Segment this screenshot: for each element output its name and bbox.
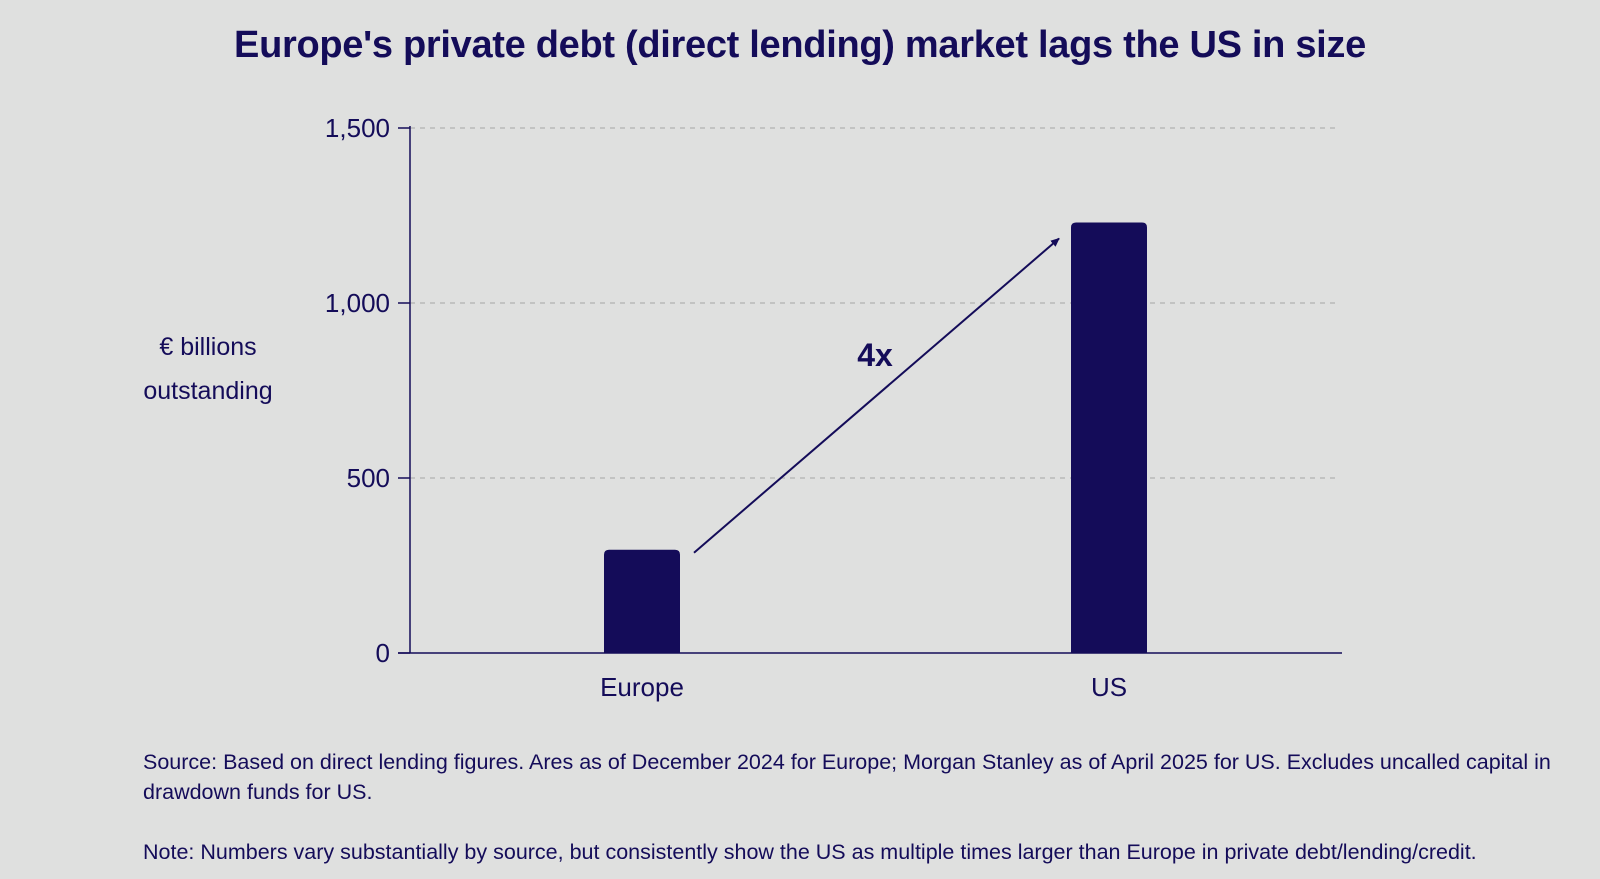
bar-europe bbox=[604, 549, 680, 653]
chart-title: Europe's private debt (direct lending) m… bbox=[234, 24, 1366, 66]
note-text: Note: Numbers vary substantially by sour… bbox=[143, 840, 1477, 864]
bars bbox=[604, 222, 1147, 653]
y-tick-label: 1,000 bbox=[325, 288, 390, 318]
growth-annotation: 4x bbox=[693, 237, 1060, 554]
axes bbox=[398, 126, 1342, 654]
y-axis-label-line1: € billions bbox=[159, 333, 257, 361]
x-tick-label: Europe bbox=[600, 672, 684, 702]
y-tick-label: 0 bbox=[376, 638, 390, 668]
tick-labels: 0 500 1,000 1,500 Europe US bbox=[325, 113, 1127, 702]
y-tick-label: 500 bbox=[347, 463, 390, 493]
growth-arrow bbox=[693, 237, 1060, 554]
bar-us bbox=[1071, 222, 1147, 653]
growth-multiplier-label: 4x bbox=[857, 337, 893, 373]
x-tick-label: US bbox=[1091, 672, 1127, 702]
source-note: Source: Based on direct lending figures.… bbox=[143, 750, 1551, 804]
grid-lines bbox=[410, 127, 1338, 479]
bar-chart: 0 500 1,000 1,500 Europe US 4x bbox=[325, 113, 1342, 702]
y-axis-label-line2: outstanding bbox=[143, 377, 273, 405]
y-axis-label: € billions outstanding bbox=[118, 325, 298, 413]
y-tick-label: 1,500 bbox=[325, 113, 390, 143]
